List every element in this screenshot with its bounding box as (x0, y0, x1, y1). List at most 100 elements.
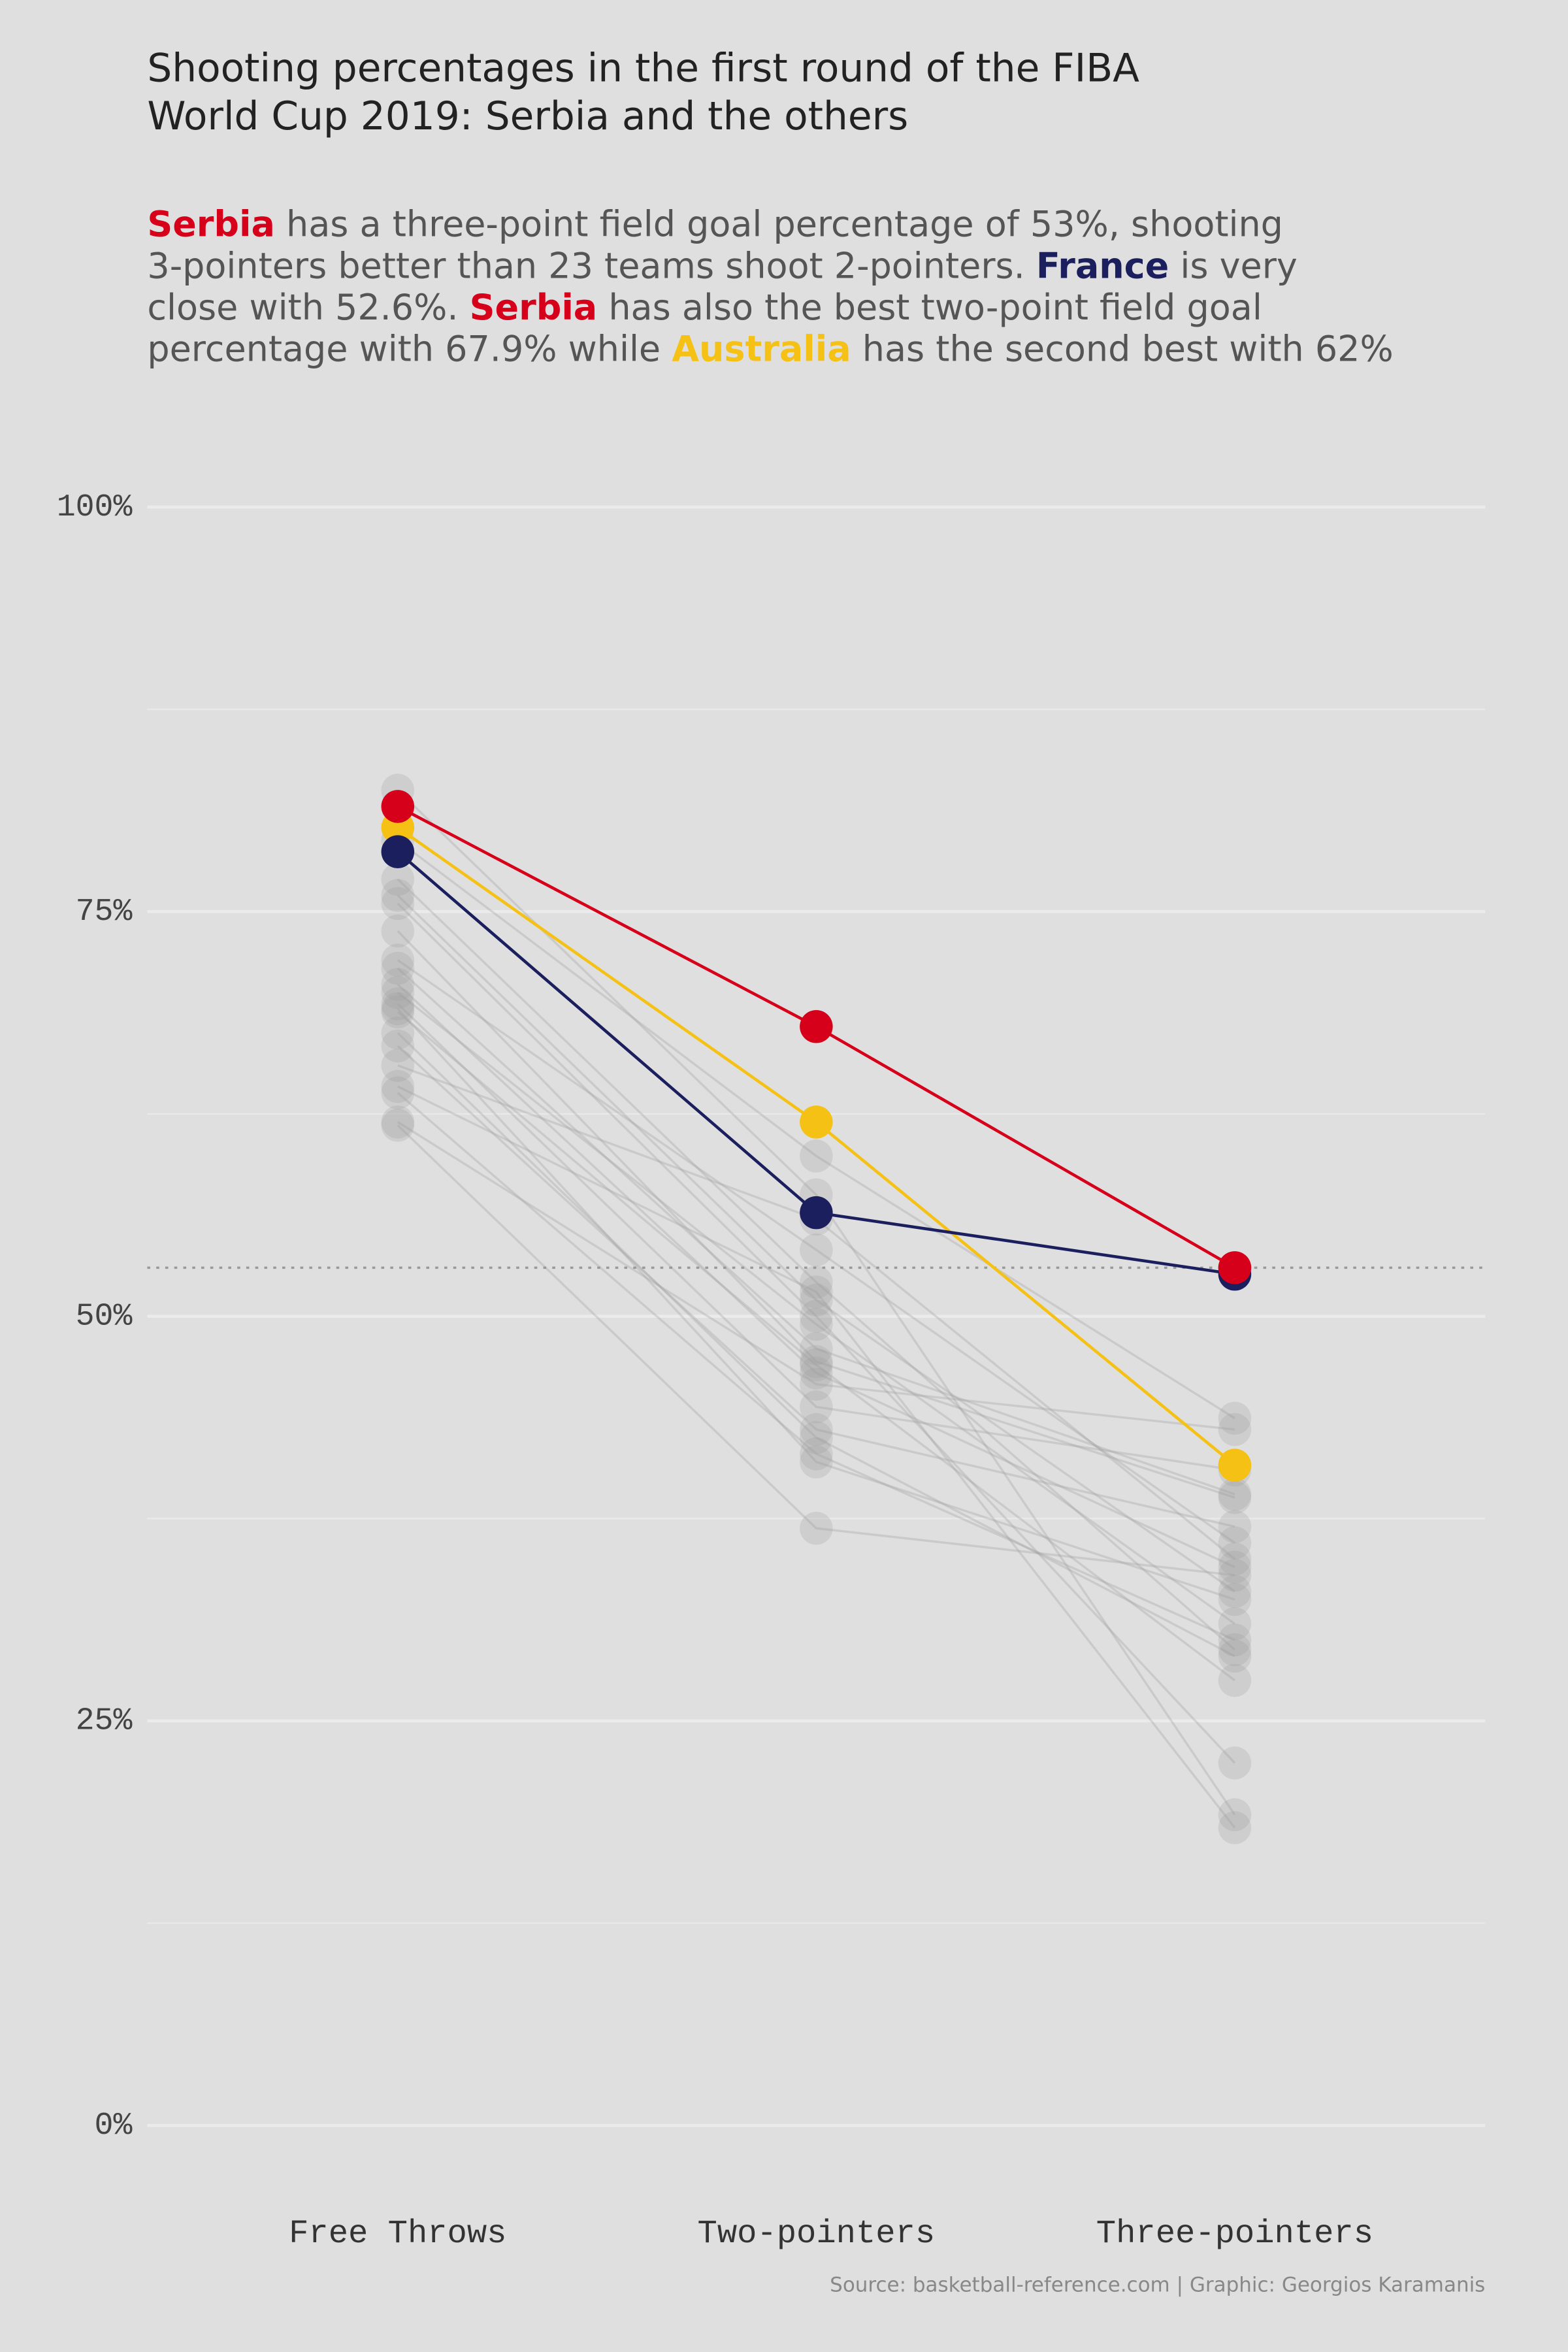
team-line (397, 930, 1235, 1499)
team-point (1218, 1607, 1252, 1641)
subtitle-line: 3-pointers better than 23 teams shoot 2-… (147, 245, 1297, 286)
team-point (1218, 1477, 1252, 1511)
team-point (800, 1139, 833, 1173)
team-point (1218, 1510, 1252, 1543)
team-point (1218, 1448, 1252, 1482)
subtitle-segment: close with 52.6%. (147, 287, 469, 328)
subtitle-segment: Serbia (470, 287, 598, 328)
subtitle-segment: has a three-point field goal percentage … (275, 203, 1283, 244)
team-point (381, 995, 415, 1029)
team-point (800, 1413, 833, 1446)
team-point (800, 1266, 833, 1299)
y-tick-label: 100% (57, 490, 133, 525)
team-point (381, 943, 415, 977)
team-point (381, 790, 415, 823)
team-point (800, 1421, 833, 1454)
team-point (800, 1009, 833, 1043)
team-point (800, 1356, 833, 1390)
team-point (1218, 1480, 1252, 1514)
team-point (381, 975, 415, 1009)
team-point (381, 1105, 415, 1139)
x-tick-label: Two-pointers (698, 2215, 936, 2253)
team-point (381, 835, 415, 868)
subtitle-segment: has the second best with 62% (851, 328, 1394, 369)
team-point (800, 1367, 833, 1401)
y-tick-label: 75% (76, 894, 133, 930)
team-point (1218, 1575, 1252, 1609)
team-point (800, 1105, 833, 1139)
team-point (800, 1299, 833, 1333)
x-tick-label: Three-pointers (1096, 2215, 1373, 2253)
team-line (397, 1085, 1236, 1829)
team-point (381, 987, 415, 1021)
team-point (800, 1345, 833, 1379)
team-point (381, 1109, 415, 1142)
team-line (397, 1092, 1235, 1641)
team-point (800, 1331, 833, 1365)
caption: Source: basketball-reference.com | Graph… (830, 2273, 1485, 2296)
chart-title: Shooting percentages in the first round … (147, 46, 1139, 91)
team-line (397, 1045, 1235, 1528)
subtitle-segment: Australia (672, 328, 851, 369)
team-line (397, 894, 1235, 1593)
team-line (397, 991, 1235, 1625)
team-point (1218, 1639, 1252, 1673)
subtitle-segment: 3-pointers better than 23 teams shoot 2-… (147, 245, 1036, 286)
team-point (1218, 1526, 1252, 1560)
y-tick-label: 0% (95, 2108, 133, 2144)
team-line (397, 983, 1235, 1569)
subtitle-segment: France (1036, 245, 1169, 286)
team-line (397, 902, 1236, 1764)
team-point (1218, 1582, 1252, 1616)
team-point (381, 887, 415, 921)
team-point (800, 1511, 833, 1545)
x-tick-label: Free Throws (289, 2215, 506, 2253)
team-point (800, 1445, 833, 1478)
team-point (381, 968, 415, 1002)
subtitle-line: Serbia has a three-point field goal perc… (147, 203, 1283, 244)
subtitle-segment: percentage with 67.9% while (147, 328, 672, 369)
team-point (800, 1307, 833, 1341)
team-point (800, 1283, 833, 1317)
team-point (381, 1076, 415, 1110)
subtitle-segment: has also the best two-point field goal (597, 287, 1262, 328)
team-point (381, 951, 415, 985)
team-line (397, 967, 1235, 1495)
team-point (381, 1070, 415, 1103)
team-point (800, 1196, 833, 1230)
team-line (397, 878, 1236, 1651)
subtitle-segment: Serbia (147, 203, 275, 244)
team-point (381, 862, 415, 896)
team-line (397, 839, 1235, 1420)
team-point (1218, 1746, 1252, 1780)
team-line (397, 1003, 1235, 1471)
subtitle-line: close with 52.6%. Serbia has also the be… (147, 287, 1262, 328)
team-point (1218, 1633, 1252, 1667)
team-line (397, 1032, 1235, 1658)
y-tick-label: 50% (76, 1299, 133, 1334)
team-point (1218, 1558, 1252, 1592)
team-point (1218, 1811, 1252, 1844)
team-line (397, 1120, 1235, 1431)
team-point (1218, 1251, 1252, 1284)
team-point (800, 1348, 833, 1382)
team-point (1218, 1798, 1252, 1831)
chart-title: World Cup 2019: Serbia and the others (147, 94, 908, 139)
team-point (800, 1275, 833, 1309)
team-point (381, 879, 415, 912)
team-point (381, 1016, 415, 1050)
team-point (800, 1437, 833, 1471)
team-point (381, 1049, 415, 1082)
team-point (381, 914, 415, 948)
team-line (397, 1011, 1235, 1682)
team-point (1218, 1543, 1252, 1576)
subtitle-line: percentage with 67.9% while Australia ha… (147, 328, 1393, 369)
y-tick-label: 25% (76, 1704, 133, 1739)
team-point (1218, 1401, 1252, 1435)
team-line (397, 1007, 1235, 1601)
team-point (1218, 1663, 1252, 1697)
team-line (397, 959, 1235, 1544)
